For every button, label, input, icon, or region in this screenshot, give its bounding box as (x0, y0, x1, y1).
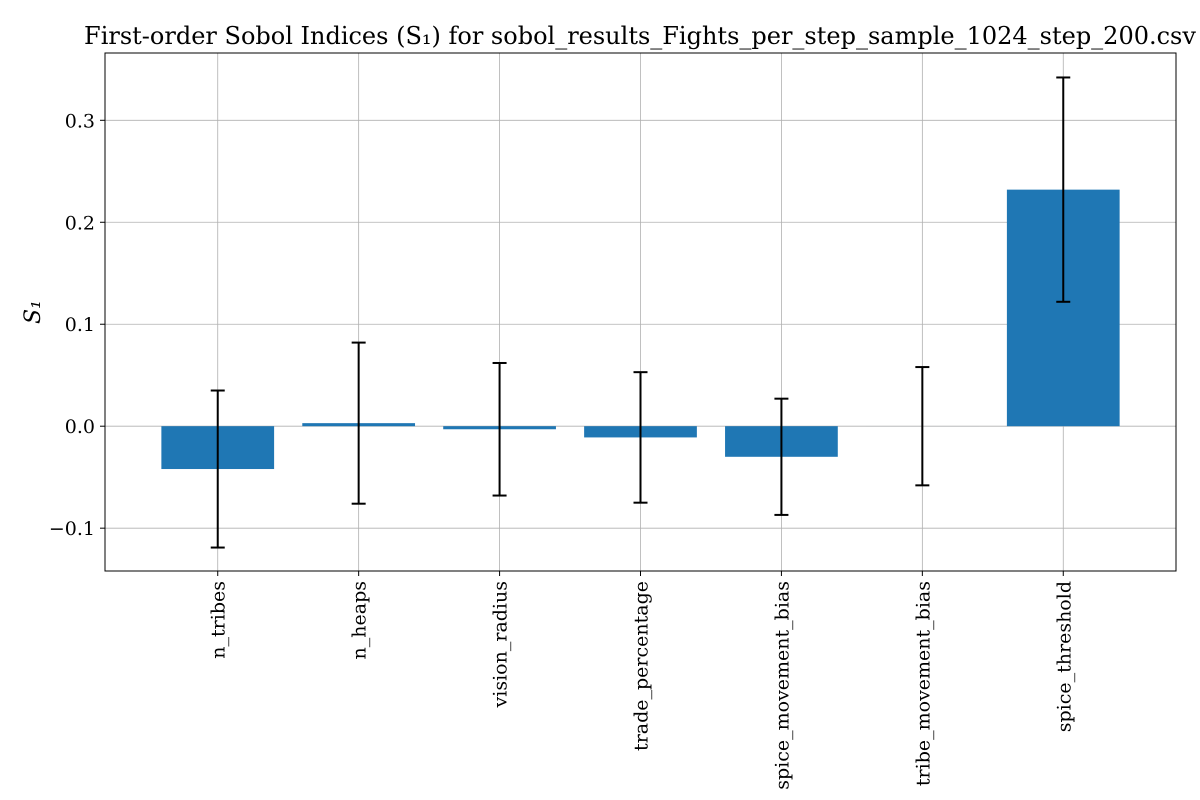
x-tick-label: trade_percentage (631, 581, 653, 751)
y-axis-label: S₁ (21, 300, 46, 324)
y-axis-ticks: −0.1 0.0 0.1 0.2 0.3 (49, 110, 105, 540)
y-tick-label: −0.1 (49, 518, 95, 540)
y-tick-label: 0.0 (65, 416, 95, 438)
error-bar (633, 371, 648, 504)
x-tick-label: spice_movement_bias (771, 581, 793, 790)
x-tick-label: vision_radius (490, 581, 512, 708)
y-tick-label: 0.1 (65, 314, 95, 336)
error-bar (351, 341, 366, 505)
error-bar (492, 361, 507, 497)
error-bar (210, 389, 225, 549)
error-bar (1056, 76, 1071, 303)
y-tick-label: 0.2 (65, 212, 95, 234)
x-tick-label: n_heaps (349, 581, 371, 659)
x-axis-ticks: n_tribes n_heaps vision_radius trade_percen… (208, 571, 1075, 790)
error-bar (915, 366, 930, 487)
x-tick-label: n_tribes (208, 581, 230, 659)
x-tick-label: spice_threshold (1053, 581, 1075, 732)
error-bar (774, 397, 789, 516)
y-tick-label: 0.3 (65, 110, 95, 132)
x-tick-label: tribe_movement_bias (912, 581, 934, 786)
error-bars-group (210, 76, 1071, 549)
chart-title: First-order Sobol Indices (S₁) for sobol… (84, 22, 1196, 50)
